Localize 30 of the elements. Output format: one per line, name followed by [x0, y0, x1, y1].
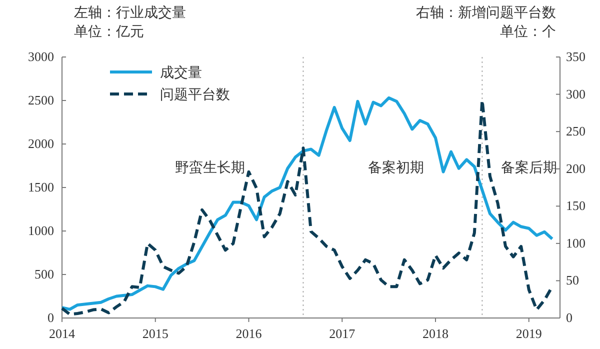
y-tick-label: 3000	[28, 49, 54, 64]
y2-tick-label: 50	[566, 272, 579, 288]
annotation: 备案后期	[501, 159, 557, 176]
y2-tick-label: 250	[566, 124, 586, 139]
y2-tick-label: 100	[566, 235, 586, 250]
y-tick-label: 2000	[28, 136, 54, 151]
y2-tick-label: 0	[566, 310, 572, 325]
x-tick-label: 2015	[142, 326, 168, 341]
y-axis-title: 左轴：行业成交量	[74, 5, 186, 21]
y-tick-label: 0	[48, 310, 54, 325]
text: 单位：亿元	[74, 24, 144, 40]
y-tick-label: 500	[34, 266, 54, 282]
y2-tick-label: 300	[566, 86, 586, 102]
y-tick-label: 2500	[28, 92, 54, 108]
y2-tick-label: 200	[566, 160, 586, 176]
y2-tick-label: 350	[566, 49, 586, 64]
x-tick-label: 2018	[422, 326, 448, 341]
y-tick-label: 1500	[28, 180, 54, 194]
legend-label: 成交量	[160, 65, 202, 81]
x-tick-label: 2014	[49, 326, 76, 341]
annotation: 野蛮生长期	[175, 160, 245, 176]
annotation: 备案初期	[368, 159, 424, 176]
y-tick-label: 1000	[28, 223, 54, 238]
x-tick-label: 2016	[236, 326, 262, 341]
y2-axis-title: 右轴：新增问题平台数	[416, 5, 556, 21]
x-tick-label: 2019	[516, 326, 542, 341]
x-tick-label: 2017	[329, 326, 356, 341]
text: 单位：个	[500, 24, 556, 40]
y2-tick-label: 150	[566, 198, 586, 214]
legend-label: 问题平台数	[160, 87, 230, 103]
